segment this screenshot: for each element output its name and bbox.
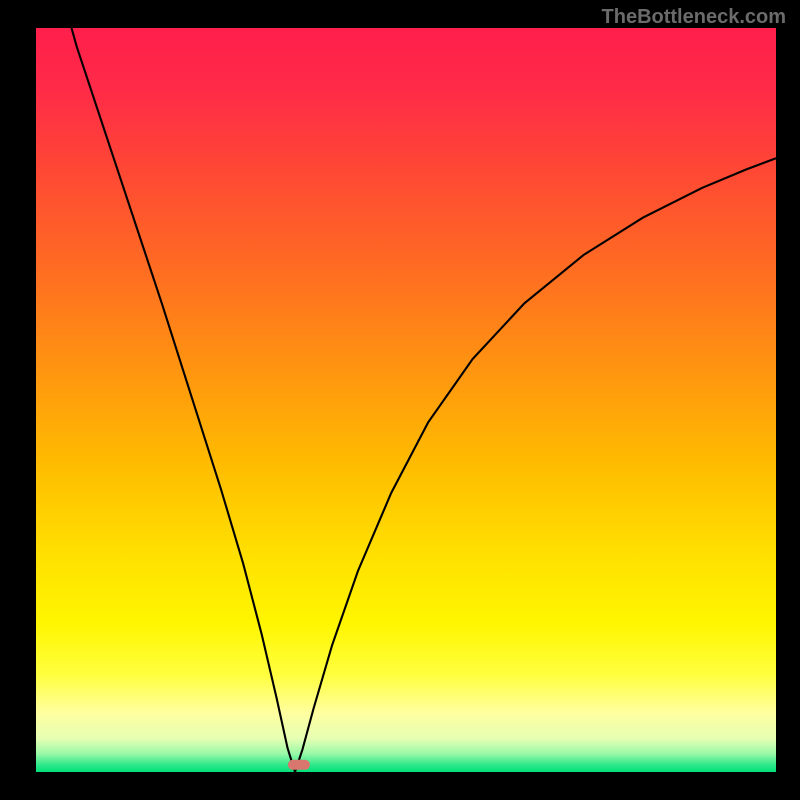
chart-plot-area	[36, 28, 776, 772]
bottleneck-curve	[72, 28, 776, 772]
watermark-text: TheBottleneck.com	[602, 6, 786, 29]
chart-curve-svg	[36, 28, 776, 772]
vertex-marker	[288, 759, 310, 769]
